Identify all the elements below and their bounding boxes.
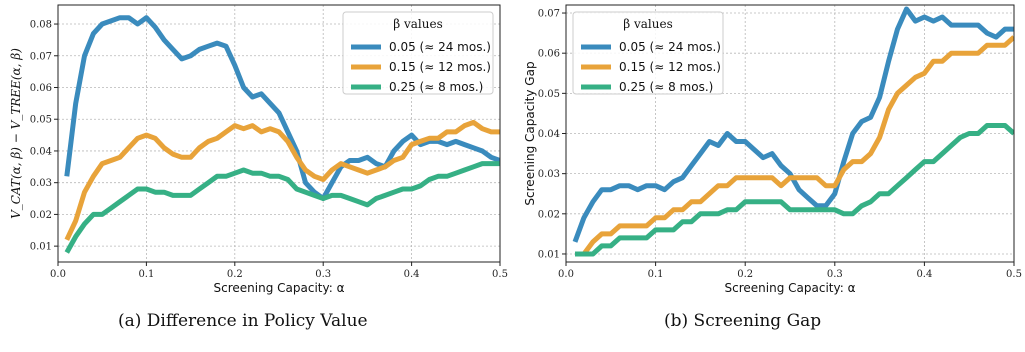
legend: β values 0.05 (≈ 24 mos.) 0.15 (≈ 12 mos.)… [342, 11, 494, 95]
y-tick-label: 0.07 [30, 51, 52, 62]
x-axis-label: Screening Capacity: α [725, 281, 856, 295]
legend-label-0: 0.05 (≈ 24 mos.) [619, 40, 721, 54]
legend-title: β values [393, 17, 443, 31]
x-tick-label: 0.3 [315, 269, 331, 280]
y-tick-label: 0.04 [30, 146, 52, 157]
y-tick-label: 0.05 [30, 115, 52, 126]
plot-frame [57, 4, 501, 263]
y-tick-label: 0.07 [538, 9, 560, 20]
y-axis-label: Screening Capacity Gap [523, 61, 537, 205]
panel-policy-value: 0.0 0.1 0.2 0.3 0.4 0.5 0.01 0.02 0.03 0.04 0.05 0.… [9, 4, 508, 295]
x-axis-label: Screening Capacity: α [214, 281, 345, 295]
x-tick-label: 0.4 [916, 269, 932, 280]
series-line-2 [575, 123, 1014, 257]
legend-box [572, 11, 724, 95]
x-tick-label: 0.2 [227, 269, 243, 280]
caption-a: (a) Difference in Policy Value [118, 311, 368, 331]
x-tick-label: 0.3 [827, 269, 843, 280]
figure: 0.0 0.1 0.2 0.3 0.4 0.5 0.01 0.02 0.03 0.04 0.05 0.… [9, 4, 1022, 295]
legend-label-0: 0.05 (≈ 24 mos.) [389, 40, 491, 54]
series-group [572, 6, 1014, 257]
panel-screening-gap: 0.0 0.1 0.2 0.3 0.4 0.5 0.01 0.02 0.03 0.04 0.05 0.… [523, 4, 1022, 295]
x-tick-label: 0.4 [404, 269, 420, 280]
x-tick-label: 0.5 [1006, 269, 1022, 280]
series-group [64, 15, 500, 254]
x-tick-label: 0.1 [138, 269, 154, 280]
y-tick-label: 0.02 [30, 210, 52, 221]
y-tick-label: 0.01 [30, 242, 52, 253]
y-tick-label: 0.03 [538, 169, 560, 180]
x-tick-label: 0.0 [50, 269, 66, 280]
series-line-1 [64, 119, 500, 241]
legend: β values 0.05 (≈ 24 mos.) 0.15 (≈ 12 mos.)… [572, 11, 724, 95]
y-tick-label: 0.03 [30, 178, 52, 189]
y-tick-label: 0.05 [538, 89, 560, 100]
legend-title: β values [623, 17, 673, 31]
caption-b: (b) Screening Gap [664, 311, 822, 331]
y-tick-label: 0.06 [30, 83, 52, 94]
x-tick-label: 0.5 [492, 269, 508, 280]
y-tick-label: 0.06 [538, 49, 560, 60]
series-line-0 [64, 15, 500, 201]
y-tick-label: 0.08 [30, 20, 52, 31]
y-tick-label: 0.02 [538, 209, 560, 220]
legend-box [342, 11, 494, 95]
legend-label-2: 0.25 (≈ 8 mos.) [389, 80, 483, 94]
legend-label-1: 0.15 (≈ 12 mos.) [619, 60, 721, 74]
y-axis-label: V_CAT(α, β) − V_TREE(α, β) [9, 48, 23, 219]
legend-label-1: 0.15 (≈ 12 mos.) [389, 60, 491, 74]
y-tick-label: 0.04 [538, 129, 560, 140]
x-tick-label: 0.0 [558, 269, 574, 280]
y-tick-label: 0.01 [538, 249, 560, 260]
series-line-0 [572, 6, 1014, 243]
x-tick-label: 0.2 [737, 269, 753, 280]
series-line-2 [64, 161, 500, 254]
series-line-1 [575, 35, 1014, 257]
x-tick-label: 0.1 [648, 269, 664, 280]
legend-label-2: 0.25 (≈ 8 mos.) [619, 80, 713, 94]
